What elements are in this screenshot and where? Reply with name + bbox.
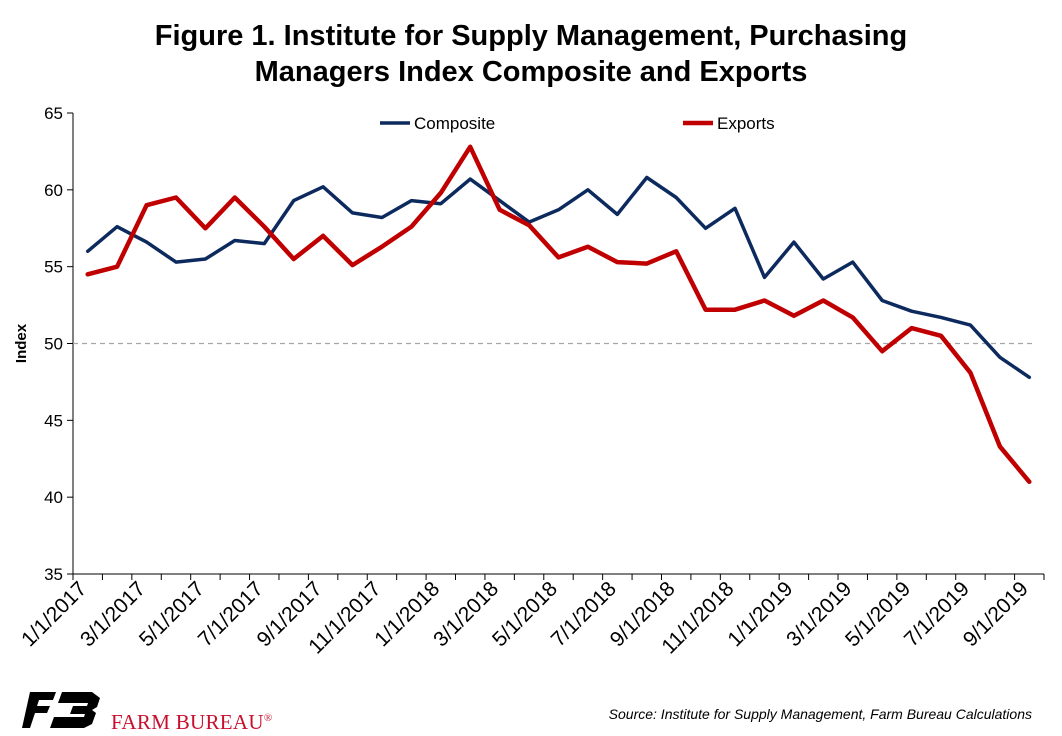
y-tick-label: 55 [44, 258, 63, 277]
brand-name: FARM BUREAU® [111, 710, 273, 735]
legend-label-composite: Composite [414, 114, 495, 133]
x-tick-label: 9/1/2019 [959, 577, 1033, 651]
series-group [85, 144, 1032, 485]
brand-text: FARM BUREAU [111, 710, 264, 734]
legend-label-exports: Exports [717, 114, 775, 133]
farm-bureau-logo-icon [22, 692, 100, 728]
series-line-composite [85, 175, 1032, 380]
y-tick-label: 50 [44, 335, 63, 354]
y-tick-label: 45 [44, 411, 63, 430]
y-tick-label: 65 [44, 104, 63, 123]
chart-title: Figure 1. Institute for Supply Managemen… [0, 18, 1062, 90]
y-axis-label: Index [13, 323, 30, 363]
x-axis-ticks: 1/1/20173/1/20175/1/20177/1/20179/1/2017… [17, 574, 1045, 659]
chart-title-line-1: Figure 1. Institute for Supply Managemen… [154, 20, 908, 52]
chart-title-line-2: Managers Index Composite and Exports [254, 56, 808, 88]
y-tick-label: 60 [44, 181, 63, 200]
series-line-exports [85, 144, 1032, 485]
y-tick-label: 40 [44, 488, 63, 507]
y-axis-ticks: 35 40 45 50 55 60 65 [44, 104, 73, 584]
source-note: Source: Institute for Supply Management,… [608, 706, 1032, 722]
y-tick-label: 35 [44, 565, 63, 584]
legend: Composite Exports [380, 114, 775, 133]
registered-mark: ® [263, 712, 273, 724]
